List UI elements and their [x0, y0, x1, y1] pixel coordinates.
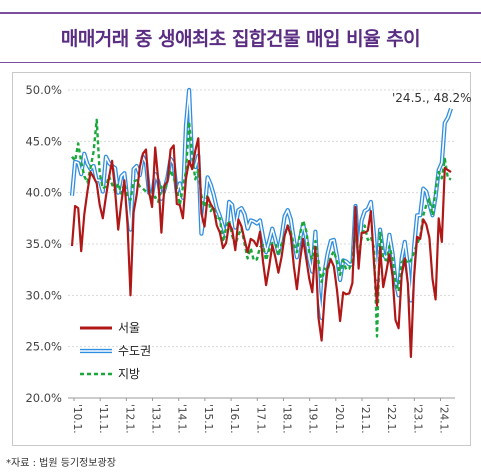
legend-label: 지방 — [118, 367, 140, 381]
series-line-capital-outer — [69, 87, 453, 320]
title-bar: 매매거래 중 생애최초 집합건물 매입 비율 추이 — [0, 0, 481, 63]
x-tick-label: '12.1. — [123, 404, 135, 434]
x-tick-label: '21.1. — [359, 404, 371, 434]
x-tick-label: '23.1. — [411, 404, 423, 434]
series-line-capital-inner — [71, 89, 452, 319]
annotation-label: '24.5., 48.2% — [392, 91, 472, 105]
y-tick-label: 40.0% — [25, 186, 62, 200]
x-tick-label: '18.1. — [280, 404, 292, 434]
title-rule-top — [0, 12, 481, 14]
x-tick-label: '17.1. — [254, 404, 266, 434]
source-note: *자료 : 법원 등기정보광장 — [6, 458, 116, 469]
x-tick-label: '19.1. — [307, 404, 319, 434]
x-tick-label: '10.1. — [71, 404, 83, 434]
chart-title: 매매거래 중 생애최초 집합건물 매입 비율 추이 — [60, 28, 421, 50]
title-rule-bottom — [0, 62, 481, 63]
y-tick-label: 35.0% — [25, 237, 62, 251]
series-line-seoul — [70, 137, 452, 358]
y-tick-label: 30.0% — [25, 288, 62, 302]
y-tick-label: 50.0% — [25, 83, 62, 97]
x-tick-label: '11.1. — [97, 404, 109, 434]
x-tick-label: '20.1. — [333, 404, 345, 434]
legend-label: 수도권 — [118, 344, 151, 358]
x-tick-label: '24.1. — [438, 404, 450, 434]
x-tick-label: '22.1. — [385, 404, 397, 434]
x-tick-label: '13.1. — [150, 404, 162, 434]
x-tick-label: '14.1. — [176, 404, 188, 434]
x-tick-label: '16.1. — [228, 404, 240, 434]
y-tick-label: 45.0% — [25, 134, 62, 148]
legend-label: 서울 — [118, 321, 140, 335]
x-tick-label: '15.1. — [202, 404, 214, 434]
y-tick-label: 20.0% — [25, 391, 62, 405]
y-tick-label: 25.0% — [25, 340, 62, 354]
